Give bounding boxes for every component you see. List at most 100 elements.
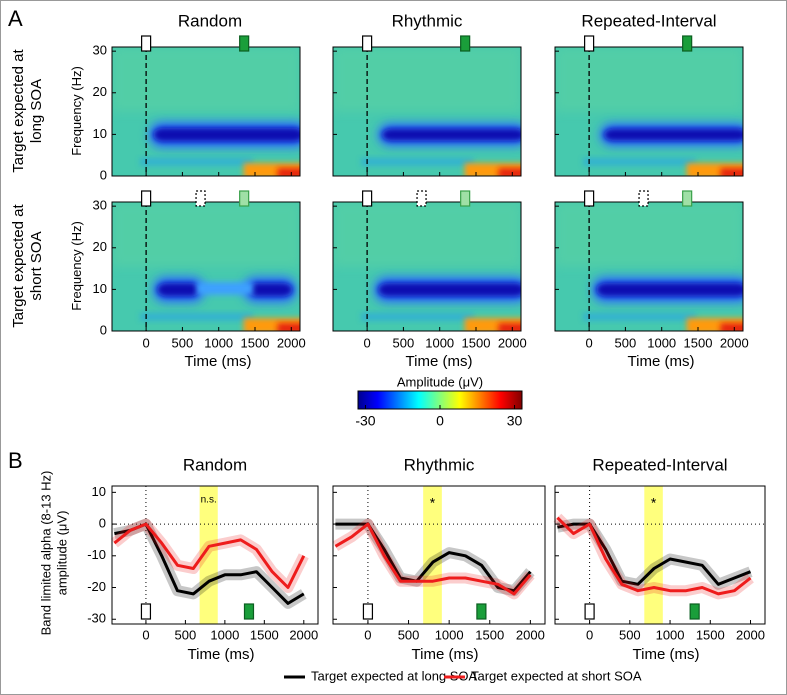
panel-label: A	[8, 6, 23, 31]
heatmap-patch	[112, 202, 300, 267]
x-tick-label: 2000	[736, 627, 765, 642]
column-title: Rhythmic	[392, 11, 463, 30]
heatmap	[112, 47, 300, 176]
column-title: Random	[178, 11, 242, 30]
x-tick-label: 0	[142, 627, 149, 642]
x-tick-label: 500	[393, 335, 415, 350]
heatmap-patch	[720, 168, 743, 176]
x-tick-label: 500	[615, 335, 637, 350]
x-tick-label: 1000	[204, 335, 233, 350]
cue-marker	[362, 35, 373, 52]
heatmap-patch	[112, 47, 300, 112]
heatmap-patch	[583, 312, 696, 321]
legend-label: Target expected at short SOA	[471, 668, 642, 683]
x-tick-label: 1500	[462, 335, 491, 350]
cue-marker	[362, 190, 373, 207]
cue-marker	[140, 603, 152, 620]
x-tick-label: 2000	[289, 627, 318, 642]
y-tick-label: 10	[93, 281, 107, 296]
cue-marker	[460, 35, 471, 52]
cue-marker	[584, 603, 595, 620]
significance-label: n.s.	[201, 495, 217, 506]
x-axis-label: Time (ms)	[628, 353, 695, 370]
heatmap-patch	[498, 168, 521, 176]
cue-marker	[460, 190, 471, 207]
x-axis-label: Time (ms)	[633, 646, 700, 663]
cue-marker	[682, 35, 693, 52]
x-tick-label: 1000	[210, 627, 239, 642]
highlight-window	[423, 486, 442, 624]
cue-marker	[141, 35, 152, 52]
legend-label: Target expected at long SOA	[311, 668, 478, 683]
cue-marker	[476, 603, 487, 620]
y-axis-label: Frequency (Hz)	[69, 66, 84, 156]
x-axis-label: Time (ms)	[188, 646, 255, 663]
x-tick-label: 1000	[656, 627, 685, 642]
y-tick-label: 10	[93, 126, 107, 141]
y-tick-label: 0	[100, 322, 107, 337]
plot-frame	[332, 201, 522, 332]
heatmap-patch	[720, 323, 743, 331]
heatmap-patch	[140, 312, 253, 321]
x-tick-label: 2000	[720, 335, 749, 350]
panel-label: B	[8, 448, 23, 473]
heatmap-patch	[555, 202, 743, 267]
heatmap-patch	[555, 47, 743, 112]
y-axis-label: Frequency (Hz)	[69, 221, 84, 311]
y-tick-label: 10	[92, 484, 106, 499]
x-tick-label: 500	[175, 627, 197, 642]
plot-frame	[332, 46, 522, 177]
colorbar-tick-label: 0	[436, 413, 444, 429]
highlight-window	[199, 486, 218, 624]
x-tick-label: 1000	[647, 335, 676, 350]
cue-marker	[416, 190, 427, 207]
column-title: Repeated-Interval	[581, 11, 716, 30]
heatmap-patch	[153, 127, 300, 142]
y-tick-label: 20	[93, 239, 107, 254]
cue-marker	[689, 603, 700, 620]
heatmap-patch	[277, 323, 300, 331]
heatmap-patch	[196, 281, 253, 295]
y-axis-label: Band limited alpha (8-13 Hz) amplitude (…	[38, 470, 70, 636]
x-tick-label: 0	[364, 627, 371, 642]
plot-frame	[111, 485, 319, 625]
heatmap-patch	[498, 323, 521, 331]
x-tick-label: 500	[398, 627, 420, 642]
heatmap-patch	[361, 157, 474, 166]
cue-marker	[682, 190, 693, 207]
y-tick-label: 30	[93, 198, 107, 213]
heatmap-patch	[247, 282, 293, 297]
x-tick-label: 500	[619, 627, 641, 642]
colorbar-tick-label: -30	[355, 413, 375, 429]
chart-title: Rhythmic	[404, 455, 475, 474]
colorbar-label: Amplitude (μV)	[397, 374, 483, 389]
plot-frame	[332, 485, 546, 625]
x-axis-label: Time (ms)	[412, 646, 479, 663]
cue-marker	[584, 35, 595, 52]
x-axis-label: Time (ms)	[185, 353, 252, 370]
x-tick-label: 1500	[475, 627, 504, 642]
x-tick-label: 1500	[241, 335, 270, 350]
plot-frame	[554, 485, 766, 625]
x-tick-label: 0	[586, 627, 593, 642]
y-tick-label: -10	[87, 547, 106, 562]
heatmap-patch	[381, 128, 521, 141]
x-tick-label: 0	[363, 335, 370, 350]
x-tick-label: 0	[142, 335, 149, 350]
x-tick-label: 1000	[435, 627, 464, 642]
y-tick-label: 0	[100, 167, 107, 182]
cue-marker	[141, 190, 152, 207]
heatmap	[112, 202, 300, 331]
cue-marker	[638, 190, 649, 207]
heatmap-patch	[333, 202, 521, 267]
cue-marker	[195, 190, 206, 207]
heatmap-patch	[583, 157, 696, 166]
heatmap-patch	[140, 157, 253, 166]
cue-marker	[239, 190, 250, 207]
colorbar-tick-label: 30	[507, 413, 523, 429]
x-tick-label: 2000	[277, 335, 306, 350]
series-line	[113, 522, 306, 589]
y-tick-label: 30	[93, 43, 107, 58]
chart-title: Random	[183, 455, 247, 474]
